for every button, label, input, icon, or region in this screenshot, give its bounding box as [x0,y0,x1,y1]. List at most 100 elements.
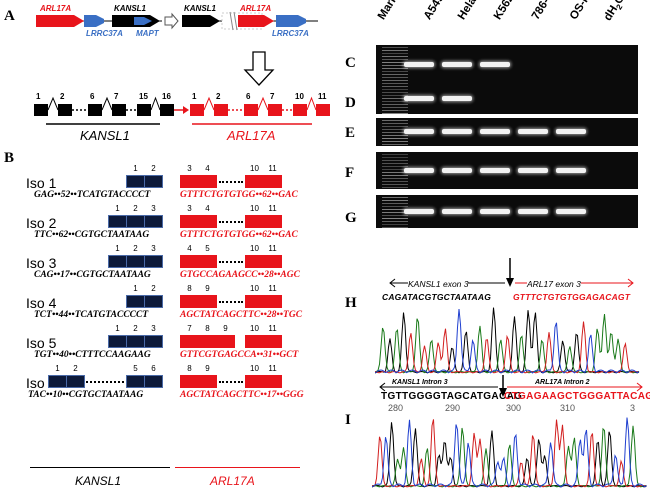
kansl1-junction-seq: GAG••52••TCATGTACCCCT [34,190,150,200]
i-position-tick: 300 [506,403,521,413]
kansl1-exon-number: 2 [126,204,145,213]
arl17a-skip-dots [219,301,243,303]
kansl1-exon-num: 7 [114,92,118,101]
ladder-band [382,113,408,114]
kansl1-junction-seq: TAC••10••CGTGCTAATAAG [28,390,143,400]
kansl1-exon-box [108,215,127,228]
ladder-band [382,74,408,75]
kansl1-junction-seq: TGT••40••CTTTCCAAGAAG [34,350,151,360]
kansl1-exon-box [126,375,145,388]
kansl1-exon-box [126,215,145,228]
isoform-name: Iso 4 [26,295,56,311]
arl17a-skip-dots [219,261,243,263]
arl17a-intron [258,98,268,110]
ladder-band [382,71,408,72]
ladder-band [382,200,408,201]
arl17a-junction-seq: GTTTCTGTGTGG••62••GAC [180,230,298,240]
ladder-band [382,203,408,204]
fusion-transcript [34,98,330,116]
kansl1-exon-box [108,255,127,268]
gel-panel-c [376,45,638,85]
gel-column-header: K562 [492,0,517,22]
arl17a-exon-box [245,295,264,308]
panel-label-h: H [345,295,357,312]
kansl1-exon-number: 2 [126,324,145,333]
gene-label-arl17a-right: ARL17A [240,4,271,13]
kansl1-exon-number: 1 [108,244,127,253]
kansl1-exon-num: 6 [90,92,94,101]
gel-column-header: dH2O [602,0,629,24]
kansl1-exon-number: 1 [108,324,127,333]
ladder-band [382,107,408,108]
panel-label-i: I [345,412,351,429]
panel-label-e: E [345,125,355,142]
arl17a-exon-box [198,215,217,228]
kansl1-exon-box [144,255,163,268]
arl17a-exon-box [180,215,199,228]
fusion-label-arl17a: ARL17A [227,128,275,143]
gel-band [404,62,434,67]
kansl1-intron [48,98,58,110]
kansl1-junction-seq: TCT••44••TCATGTACCCCT [34,310,148,320]
i-position-tick: 3 [630,403,635,413]
arl17a-exon-num: 10 [295,92,304,101]
kansl1-exon-1 [34,104,48,116]
kansl1-intron [102,98,112,110]
lrrc37a-arrow-left [84,15,104,27]
arl17a-exon-box [180,375,199,388]
arl17a-intron [307,98,316,110]
kansl1-exon-16 [160,104,174,116]
kansl1-exon-box [126,175,145,188]
arl17a-junction-seq: GTTCGTGAGCCA••31••GCT [180,350,298,360]
gene-label-mapt: MAPT [136,29,159,38]
arl17a-exon-number: 10 [245,364,264,373]
ladder-band [382,163,408,164]
kansl1-exon-box [66,375,85,388]
ladder-band [382,215,408,216]
arl17a-exon-number: 8 [180,364,199,373]
panel-label-d: D [345,95,356,112]
ladder-band [382,157,408,158]
kansl1-skip-dots [86,381,124,383]
arl17a-exon-box [263,295,282,308]
gel-band [480,129,510,134]
gel-panel-e [376,118,638,146]
ladder-band [382,59,408,60]
kansl1-exon-box [108,335,127,348]
kansl1-exon-box [144,335,163,348]
arl17a-exon-number: 8 [180,284,199,293]
arl17a-exon-number: 7 [180,324,199,333]
gene-label-arl17a-left: ARL17A [40,4,71,13]
arl17a-exon-number: 11 [263,324,282,333]
arl17a-exon-number: 10 [245,324,264,333]
arl17a-exon-box [245,175,264,188]
arl17a-exon-box [245,255,264,268]
arl17a-exon-box [198,375,217,388]
gel-band [480,168,510,173]
kansl1-exon-box [126,335,145,348]
gel-band [556,168,586,173]
i-seq-right: CTGAGAAGCTGGGATTACAGGT [504,391,650,402]
kansl1-exon-number: 5 [126,364,145,373]
kansl1-exon-number: 3 [144,324,163,333]
arl17a-exon-11 [316,104,330,116]
panel-label-f: F [345,165,354,182]
arl17a-exon-box [198,335,217,348]
kansl1-junction-seq: CAG••17••CGTGCTAATAAG [34,270,151,280]
gel-band [404,96,434,101]
gel-band [404,168,434,173]
arl17a-exon-box [245,375,264,388]
arl17a-exon-2 [214,104,228,116]
arl17a-exon-box [263,335,282,348]
kansl1-exon-7 [112,104,126,116]
kansl1-exon-box [126,295,145,308]
arl17a-exon-number: 4 [180,244,199,253]
gel-band [518,129,548,134]
kansl1-arrow-right [182,15,220,27]
i-seq-left: TGTTGGGGTAGCATGACAG [381,391,522,402]
arl17a-exon-number: 11 [263,284,282,293]
arl17a-exon-number: 10 [245,204,264,213]
arl17a-exon-box [198,295,217,308]
arl17a-exon-number: 11 [263,164,282,173]
ladder-band [382,187,408,188]
